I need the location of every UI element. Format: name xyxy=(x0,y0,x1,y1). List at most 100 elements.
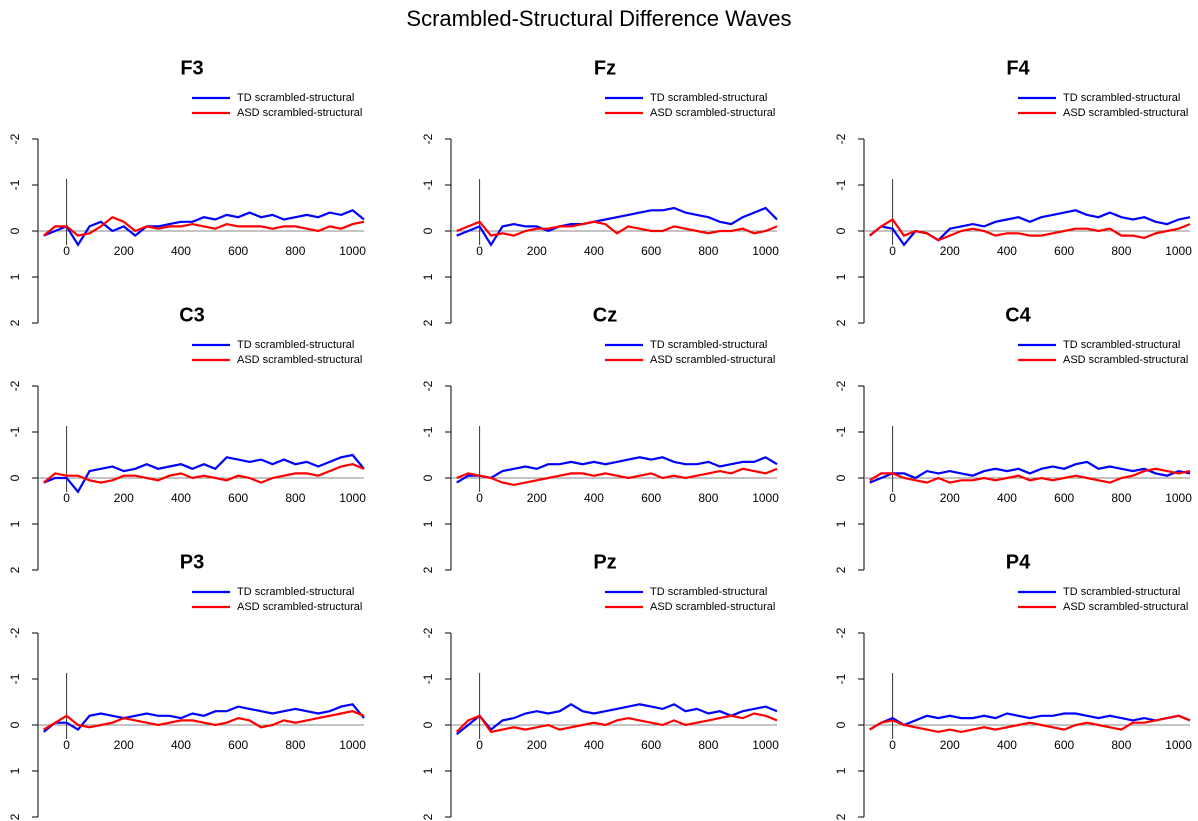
x-tick-label: 200 xyxy=(114,244,134,258)
y-tick-label: 2 xyxy=(8,319,22,326)
series-line xyxy=(43,703,365,733)
legend-label: TD scrambled-structural xyxy=(237,92,354,104)
legend-label: ASD scrambled-structural xyxy=(237,107,362,119)
panel-title: Fz xyxy=(594,57,616,79)
x-tick-label: 200 xyxy=(940,738,960,752)
series-line xyxy=(869,460,1191,484)
x-tick-label: 200 xyxy=(940,244,960,258)
x-tick-label: 0 xyxy=(889,491,896,505)
x-tick-label: 1000 xyxy=(752,738,779,752)
x-tick-label: 200 xyxy=(940,491,960,505)
legend-label: TD scrambled-structural xyxy=(650,339,767,351)
y-tick-label: -2 xyxy=(8,380,22,391)
x-tick-label: 1000 xyxy=(339,738,366,752)
y-tick-label: -1 xyxy=(8,673,22,684)
y-tick-label: 2 xyxy=(834,566,848,573)
legend-label: ASD scrambled-structural xyxy=(237,354,362,366)
x-tick-label: 1000 xyxy=(752,244,779,258)
x-tick-label: 400 xyxy=(997,738,1017,752)
x-tick-label: 800 xyxy=(1111,491,1131,505)
series-line xyxy=(869,712,1191,731)
panel-title: F3 xyxy=(180,57,203,79)
y-tick-label: -2 xyxy=(834,133,848,144)
x-tick-label: 0 xyxy=(889,738,896,752)
x-tick-label: 0 xyxy=(476,738,483,752)
series-line xyxy=(43,215,365,237)
y-tick-label: 0 xyxy=(834,227,848,234)
legend-label: TD scrambled-structural xyxy=(1063,339,1180,351)
series-line xyxy=(43,453,365,494)
series-line xyxy=(456,456,778,484)
series-line xyxy=(869,467,1191,484)
x-tick-label: 600 xyxy=(641,491,661,505)
x-tick-label: 0 xyxy=(889,244,896,258)
x-tick-label: 600 xyxy=(228,738,248,752)
series-line xyxy=(456,703,778,736)
y-tick-label: -2 xyxy=(421,627,435,638)
y-tick-label: 1 xyxy=(8,520,22,527)
x-tick-label: 800 xyxy=(698,244,718,258)
panel-title: P3 xyxy=(180,551,204,573)
y-tick-label: 1 xyxy=(834,767,848,774)
series-line xyxy=(869,714,1191,734)
x-tick-label: 400 xyxy=(171,491,191,505)
x-tick-label: 1000 xyxy=(1165,244,1192,258)
y-tick-label: -1 xyxy=(834,179,848,190)
x-tick-label: 600 xyxy=(641,738,661,752)
y-tick-label: 1 xyxy=(421,767,435,774)
legend-label: ASD scrambled-structural xyxy=(650,601,775,613)
y-tick-label: -2 xyxy=(834,380,848,391)
x-tick-label: 400 xyxy=(584,244,604,258)
x-tick-label: 800 xyxy=(698,738,718,752)
y-tick-label: -1 xyxy=(834,673,848,684)
y-tick-label: 2 xyxy=(8,813,22,820)
x-tick-label: 0 xyxy=(476,244,483,258)
legend-label: TD scrambled-structural xyxy=(650,92,767,104)
legend-label: ASD scrambled-structural xyxy=(237,601,362,613)
series-line xyxy=(456,220,778,237)
y-tick-label: 2 xyxy=(421,813,435,820)
y-tick-label: -2 xyxy=(8,627,22,638)
y-tick-label: -1 xyxy=(421,179,435,190)
x-tick-label: 200 xyxy=(527,244,547,258)
x-tick-label: 600 xyxy=(1054,244,1074,258)
y-tick-label: 0 xyxy=(8,227,22,234)
x-tick-label: 0 xyxy=(63,244,70,258)
x-tick-label: 600 xyxy=(228,244,248,258)
x-tick-label: 0 xyxy=(63,491,70,505)
y-tick-label: -1 xyxy=(421,673,435,684)
x-tick-label: 400 xyxy=(171,738,191,752)
x-tick-label: 800 xyxy=(1111,244,1131,258)
legend-label: TD scrambled-structural xyxy=(237,586,354,598)
x-tick-label: 400 xyxy=(997,491,1017,505)
x-tick-label: 1000 xyxy=(1165,491,1192,505)
y-tick-label: 1 xyxy=(8,273,22,280)
y-tick-label: -1 xyxy=(421,426,435,437)
y-tick-label: -2 xyxy=(421,380,435,391)
legend-label: ASD scrambled-structural xyxy=(1063,601,1188,613)
y-tick-label: 2 xyxy=(8,566,22,573)
main-title: Scrambled-Structural Difference Waves xyxy=(406,6,791,31)
x-tick-label: 800 xyxy=(285,244,305,258)
y-tick-label: 2 xyxy=(834,813,848,820)
y-tick-label: -1 xyxy=(8,426,22,437)
series-line xyxy=(869,209,1191,247)
x-tick-label: 1000 xyxy=(339,244,366,258)
legend-label: ASD scrambled-structural xyxy=(650,107,775,119)
y-tick-label: -2 xyxy=(421,133,435,144)
panel-title: C4 xyxy=(1005,304,1031,326)
series-line xyxy=(43,710,365,731)
x-tick-label: 0 xyxy=(476,491,483,505)
series-line xyxy=(43,463,365,484)
x-tick-label: 800 xyxy=(285,491,305,505)
legend-label: TD scrambled-structural xyxy=(1063,586,1180,598)
panel-title: C3 xyxy=(179,304,205,326)
x-tick-label: 600 xyxy=(1054,491,1074,505)
x-tick-label: 200 xyxy=(114,491,134,505)
x-tick-label: 600 xyxy=(1054,738,1074,752)
legend-label: ASD scrambled-structural xyxy=(650,354,775,366)
y-tick-label: 1 xyxy=(8,767,22,774)
y-tick-label: 2 xyxy=(834,319,848,326)
x-tick-label: 400 xyxy=(584,491,604,505)
